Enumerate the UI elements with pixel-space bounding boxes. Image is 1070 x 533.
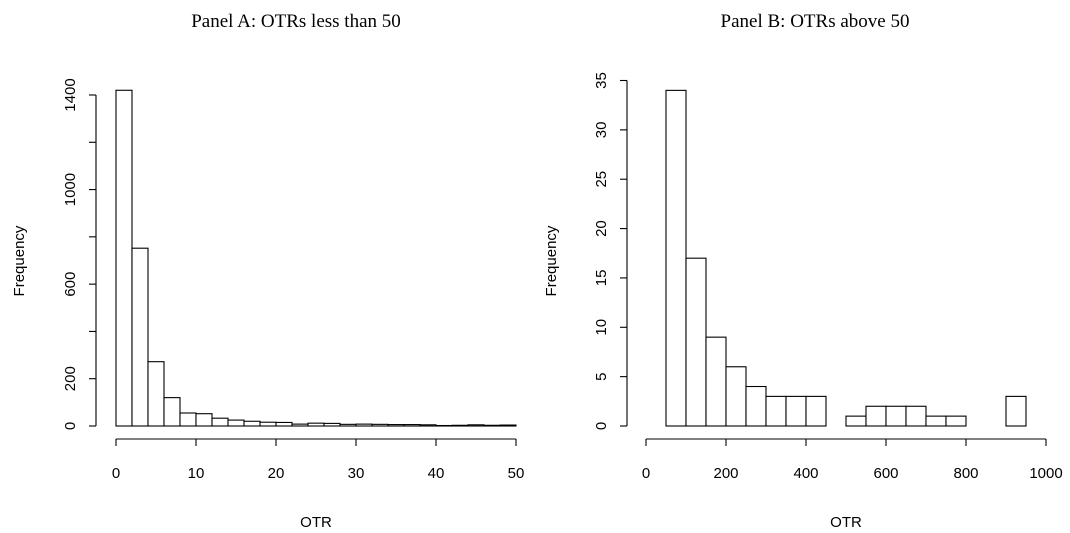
panel-b-xlabel: OTR [830, 514, 862, 531]
panel-b-y-tick-label-0: 0 [593, 422, 610, 430]
panel-b-x-tick-label-3: 600 [873, 465, 898, 482]
panel-a-bar-19 [419, 424, 437, 427]
panel-b-bar-9 [845, 415, 867, 427]
panel-b-x-tick-label-1: 200 [713, 465, 738, 482]
panel-b-y-tick-label-7: 35 [593, 72, 610, 89]
panel-a-bar-8 [243, 420, 261, 427]
panel-a-bar-1 [131, 247, 149, 427]
panel-b-bar-5 [765, 395, 787, 427]
panel-a-bar-4 [179, 412, 197, 427]
panel-a-ylabel: Frequency [11, 225, 28, 296]
panel-b-bar-12 [905, 405, 927, 427]
panel-b-bar-2 [705, 336, 727, 427]
panel-b-bar-4 [745, 385, 767, 427]
panel-a-bar-11 [291, 423, 309, 427]
panel-a-bar-3 [163, 397, 181, 427]
panel-a-x-tick-label-0: 0 [112, 465, 120, 482]
panel-a-bar-15 [355, 423, 373, 427]
panel-a-y-tick-label-1: 200 [62, 366, 79, 391]
panel-b-y-tick-label-2: 10 [593, 319, 610, 336]
panel-b-y-tick-label-6: 30 [593, 122, 610, 139]
panel-a-bar-5 [195, 413, 213, 427]
panel-a-plot-area: 0 10 20 30 40 50 0 200 600 1000 1400 [62, 78, 524, 482]
panel-a-y-tick-label-4: 1400 [62, 78, 79, 111]
panel-a-bar-21 [451, 424, 469, 427]
panel-a-bar-13 [323, 422, 341, 427]
panel-a-bar-10 [275, 421, 293, 427]
panel-a-bar-6 [211, 417, 229, 427]
panel-a-bar-0 [115, 89, 133, 427]
panel-a-bar-7 [227, 419, 245, 427]
panel-a-bar-17 [387, 424, 405, 427]
panel-b-bar-11 [885, 405, 907, 427]
panel-a-bar-2 [147, 361, 165, 427]
panel-a-chart: Panel A: OTRs less than 50 0 10 20 30 40 50 0 2… [11, 11, 524, 531]
panel-a-bar-12 [307, 422, 325, 427]
panel-a-bar-22 [467, 424, 485, 427]
panel-b-plot-area: 0 200 400 600 800 1000 0 5 10 15 20 25 30 35 [593, 72, 1063, 482]
panel-a-x-tick-label-4: 40 [428, 465, 445, 482]
panel-a-bar-14 [339, 423, 357, 427]
panel-a-xlabel: OTR [300, 514, 332, 531]
panel-b-x-tick-label-5: 1000 [1029, 465, 1062, 482]
panel-b-y-tick-label-4: 20 [593, 220, 610, 237]
panel-b-chart: Panel B: OTRs above 50 0 200 400 600 800 1000… [543, 11, 1063, 531]
panel-b-bar-14 [945, 415, 967, 427]
panel-b-bar-10 [865, 405, 887, 427]
panel-b-bar-17 [1005, 395, 1027, 427]
panel-b-bar-7 [805, 395, 827, 427]
panel-a-x-tick-label-3: 30 [348, 465, 365, 482]
panel-b-bar-3 [725, 366, 747, 427]
panel-a-bar-18 [403, 424, 421, 427]
panel-a-x-tick-label-5: 50 [508, 465, 525, 482]
panel-b-x-tick-label-2: 400 [793, 465, 818, 482]
panel-b-bar-6 [785, 395, 807, 427]
panel-b-bar-0 [665, 89, 687, 427]
panel-b-bar-1 [685, 257, 707, 427]
panel-a-x-tick-label-1: 10 [188, 465, 205, 482]
panel-b-x-tick-label-0: 0 [642, 465, 650, 482]
panel-b-y-tick-label-1: 5 [593, 372, 610, 380]
panel-a-bar-23 [483, 424, 501, 427]
panel-a-y-tick-label-3: 1000 [62, 173, 79, 206]
panel-b-bar-13 [925, 415, 947, 427]
panel-a-y-tick-label-2: 600 [62, 272, 79, 297]
panel-b-x-tick-label-4: 800 [953, 465, 978, 482]
panel-b-ylabel: Frequency [543, 225, 560, 296]
panel-a-bar-9 [259, 421, 277, 427]
panel-a-title: Panel A: OTRs less than 50 [191, 11, 401, 32]
panel-b-y-tick-label-5: 25 [593, 171, 610, 188]
panel-b-y-tick-label-3: 15 [593, 270, 610, 287]
panel-a-y-tick-label-0: 0 [62, 422, 79, 430]
panel-b-title: Panel B: OTRs above 50 [721, 11, 910, 32]
panel-a-x-tick-label-2: 20 [268, 465, 285, 482]
panel-a-bar-24 [499, 424, 517, 427]
panel-a-bar-16 [371, 423, 389, 427]
